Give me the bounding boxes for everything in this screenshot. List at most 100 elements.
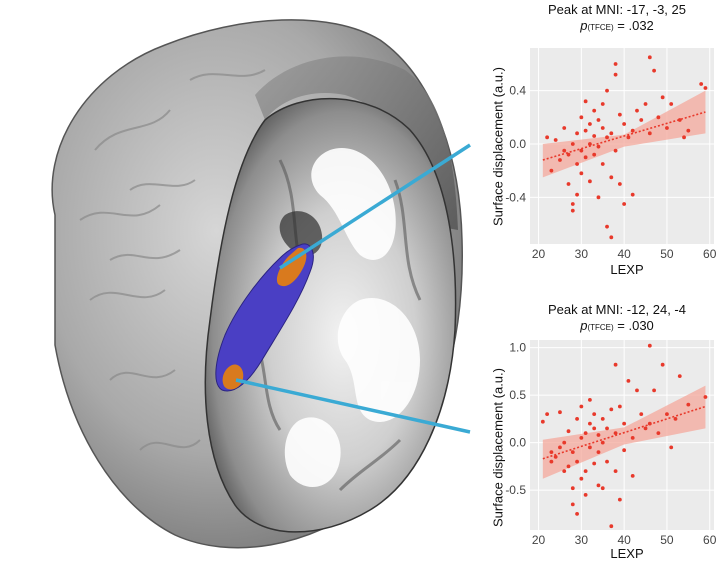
top-data-point bbox=[630, 192, 635, 197]
top-data-point bbox=[613, 148, 618, 153]
top-data-point bbox=[605, 88, 609, 93]
top-data-point bbox=[652, 68, 656, 73]
top-data-point bbox=[647, 131, 652, 136]
top-data-point bbox=[630, 128, 635, 133]
top-data-point bbox=[609, 131, 614, 136]
bottom-data-point bbox=[540, 419, 545, 424]
bottom-data-point bbox=[570, 502, 575, 507]
top-data-point bbox=[575, 131, 579, 136]
top-data-point bbox=[665, 126, 669, 130]
bottom-data-point bbox=[622, 448, 627, 453]
bottom-y-tick-label: 0.0 bbox=[509, 436, 526, 450]
bottom-data-point bbox=[549, 450, 554, 454]
bottom-y-tick-label: 1.0 bbox=[509, 341, 526, 355]
top-data-point bbox=[583, 99, 588, 104]
bottom-data-point bbox=[639, 412, 644, 416]
bottom-data-point bbox=[686, 402, 691, 407]
bottom-data-point bbox=[566, 429, 571, 434]
bottom-data-point bbox=[570, 450, 575, 454]
bottom-y-tick-label: -0.5 bbox=[505, 483, 526, 497]
connector-line-bottom bbox=[235, 378, 471, 434]
bottom-data-point bbox=[600, 440, 605, 445]
top-data-point bbox=[682, 135, 686, 140]
top-data-point bbox=[562, 126, 567, 130]
p-value-top: p(TFCE) = .032 bbox=[580, 18, 654, 33]
top-data-point bbox=[613, 72, 618, 77]
top-data-point bbox=[605, 224, 609, 229]
bottom-data-point bbox=[703, 395, 708, 399]
bottom-data-point bbox=[592, 426, 597, 431]
bottom-data-point bbox=[575, 459, 579, 464]
bottom-data-point bbox=[558, 410, 562, 415]
top-data-point bbox=[579, 115, 584, 120]
bottom-data-point bbox=[575, 416, 579, 421]
top-data-point bbox=[588, 122, 592, 126]
bottom-data-point bbox=[588, 397, 592, 402]
bottom-data-point bbox=[673, 416, 678, 421]
x-axis-label-top: LEXP bbox=[610, 262, 644, 277]
bottom-x-tick-label: 40 bbox=[617, 533, 631, 547]
bottom-data-point bbox=[575, 511, 579, 516]
top-y-tick-label: 0.4 bbox=[509, 84, 526, 98]
bottom-data-point bbox=[545, 412, 550, 416]
top-data-point bbox=[622, 122, 627, 126]
top-data-point bbox=[617, 182, 622, 186]
top-data-point bbox=[579, 148, 584, 153]
bottom-data-point bbox=[630, 435, 635, 440]
top-data-point bbox=[600, 162, 605, 166]
bottom-data-point bbox=[592, 461, 597, 466]
top-data-point bbox=[592, 152, 597, 157]
top-data-point bbox=[600, 126, 605, 130]
top-data-point bbox=[647, 55, 652, 60]
bottom-data-point bbox=[669, 445, 674, 450]
top-data-point bbox=[699, 82, 704, 86]
top-data-point bbox=[592, 108, 597, 113]
bottom-data-point bbox=[596, 483, 601, 488]
bottom-data-point bbox=[643, 426, 648, 431]
top-data-point bbox=[545, 135, 550, 140]
top-data-point bbox=[609, 175, 614, 180]
top-data-point bbox=[626, 135, 631, 140]
bottom-x-tick-label: 30 bbox=[575, 533, 589, 547]
top-data-point bbox=[579, 171, 584, 176]
top-data-point bbox=[643, 102, 648, 106]
top-data-point bbox=[566, 152, 571, 157]
bottom-x-tick-label: 20 bbox=[532, 533, 546, 547]
top-confidence-band bbox=[542, 90, 706, 178]
bottom-data-point bbox=[613, 431, 618, 435]
bottom-data-point bbox=[652, 388, 656, 393]
bottom-data-point bbox=[613, 469, 618, 473]
bottom-data-point bbox=[562, 469, 567, 473]
top-x-tick-label: 20 bbox=[532, 247, 546, 261]
top-data-point bbox=[570, 208, 575, 213]
chart-title-bottom: Peak at MNI: -12, 24, -4 p(TFCE) = .030 bbox=[514, 302, 720, 336]
bottom-data-point bbox=[647, 421, 652, 426]
chart-title-top: Peak at MNI: -17, -3, 25 p(TFCE) = .032 bbox=[514, 2, 720, 36]
bottom-data-point bbox=[609, 524, 614, 529]
top-data-point bbox=[583, 128, 588, 133]
top-x-tick-label: 40 bbox=[617, 247, 631, 261]
bottom-data-point bbox=[600, 416, 605, 421]
bottom-data-point bbox=[583, 431, 588, 435]
bottom-data-point bbox=[665, 412, 669, 416]
top-data-point bbox=[639, 118, 644, 122]
top-data-point bbox=[575, 192, 579, 197]
top-data-point bbox=[596, 118, 601, 122]
top-data-point bbox=[583, 155, 588, 160]
bottom-data-point bbox=[566, 464, 571, 469]
top-data-point bbox=[596, 144, 601, 149]
top-data-point bbox=[553, 138, 558, 142]
top-data-point bbox=[600, 102, 605, 106]
bottom-data-point bbox=[579, 435, 584, 440]
scatter-plot-bottom: 20 30 40 50 60 1.0 0.5 0.0 -0.5 bbox=[505, 340, 717, 547]
brain-rendering bbox=[51, 19, 471, 549]
scatter-panel-top: Peak at MNI: -17, -3, 25 p(TFCE) = .032 … bbox=[474, 0, 720, 282]
top-data-point bbox=[609, 235, 614, 240]
top-data-point bbox=[566, 182, 571, 186]
bottom-data-point bbox=[630, 473, 635, 478]
bottom-x-tick-label: 60 bbox=[703, 533, 717, 547]
bottom-data-point bbox=[592, 412, 597, 416]
bottom-data-point bbox=[656, 431, 661, 435]
bottom-data-point bbox=[605, 459, 609, 464]
top-data-point bbox=[605, 135, 609, 140]
